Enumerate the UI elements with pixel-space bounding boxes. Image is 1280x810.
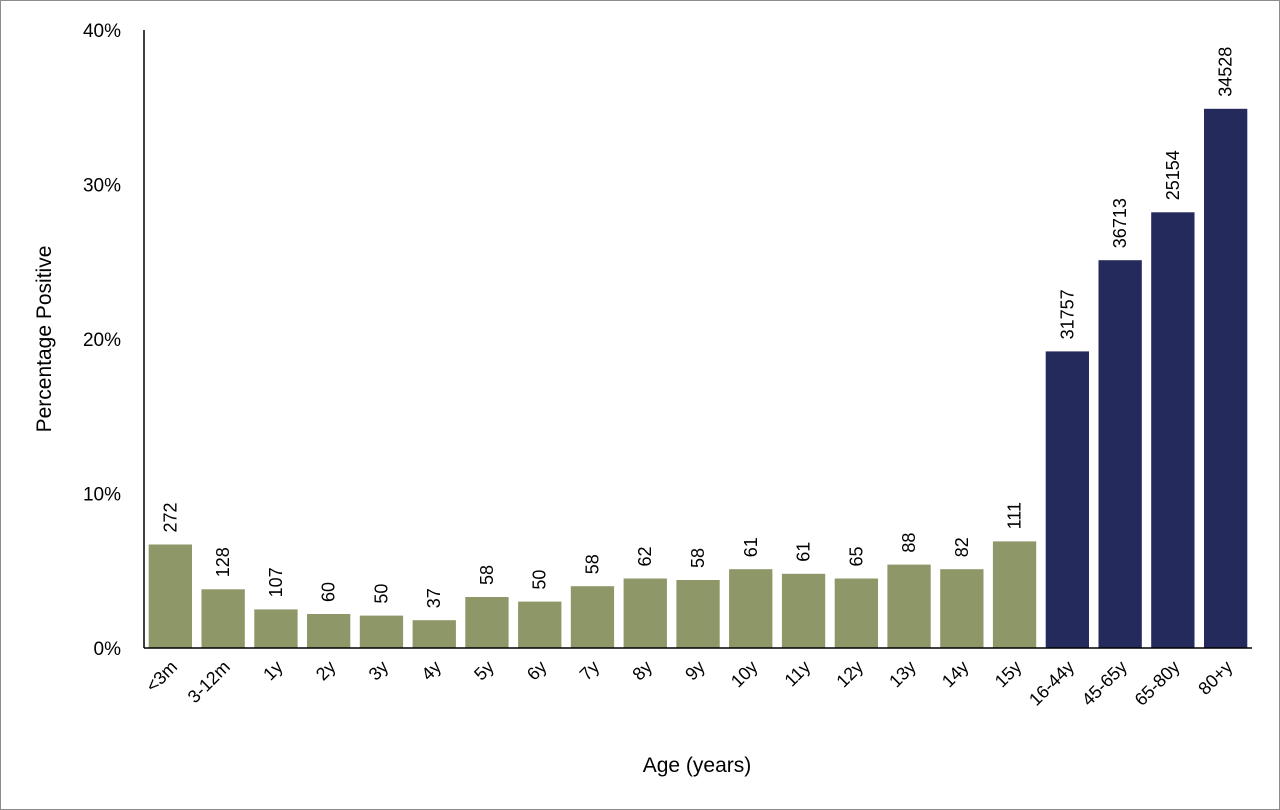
- data-label-10: 58: [688, 548, 708, 568]
- data-label-8: 58: [583, 554, 603, 574]
- x-tick-label-13: 12y: [832, 657, 867, 692]
- bar-17: [1045, 351, 1089, 648]
- bar-4: [359, 615, 404, 648]
- x-tick-label-12: 11y: [781, 657, 815, 691]
- y-tick-label-1: 10%: [83, 485, 121, 506]
- data-label-6: 58: [477, 565, 497, 585]
- bar-8: [570, 586, 615, 648]
- data-label-14: 88: [899, 533, 919, 553]
- x-tick-label-15: 14y: [938, 657, 973, 692]
- data-label-7: 50: [530, 570, 550, 590]
- y-tick-label-3: 30%: [83, 176, 121, 197]
- data-label-13: 65: [846, 546, 866, 566]
- bar-14: [887, 564, 931, 648]
- data-label-15: 82: [952, 537, 972, 557]
- data-label-0: 272: [160, 502, 180, 532]
- data-label-2: 107: [266, 567, 286, 597]
- bar-2: [254, 609, 298, 648]
- data-label-4: 50: [371, 584, 391, 604]
- y-tick-label-0: 0%: [94, 639, 122, 660]
- bar-5: [412, 620, 456, 648]
- x-tick-label-3: 2y: [312, 657, 340, 685]
- bar-6: [465, 597, 509, 648]
- x-axis-title: Age (years): [643, 754, 752, 777]
- bar-11: [729, 569, 773, 648]
- x-tick-label-16: 15y: [991, 657, 1026, 692]
- x-tick-label-11: 10y: [727, 657, 762, 692]
- bar-18: [1098, 260, 1142, 648]
- x-tick-label-1: 3-12m: [184, 657, 234, 707]
- x-tick-label-14: 13y: [885, 657, 920, 692]
- y-tick-label-2: 20%: [83, 330, 121, 351]
- x-tick-label-8: 7y: [576, 657, 604, 685]
- bar-13: [834, 578, 878, 648]
- data-label-19: 25154: [1163, 150, 1183, 200]
- data-label-16: 111: [1005, 502, 1025, 529]
- x-tick-label-2: 1y: [259, 657, 287, 685]
- bar-7: [518, 601, 562, 648]
- bar-9: [623, 578, 667, 648]
- y-axis-title: Percentage Positive: [33, 246, 56, 433]
- x-tick-labels: <3m 3-12m 1y 2y 3y 4y 5y 6y 7y 8y 9y 10y 11y 12y 13y 14…: [142, 657, 1236, 710]
- x-tick-label-20: 80+y: [1194, 657, 1236, 699]
- x-tick-label-10: 9y: [681, 657, 709, 685]
- data-label-11: 61: [741, 537, 761, 557]
- data-label-20: 34528: [1216, 47, 1236, 97]
- bar-3: [307, 614, 351, 648]
- data-label-17: 31757: [1057, 289, 1077, 339]
- x-tick-label-18: 45-65y: [1078, 657, 1131, 710]
- data-label-12: 61: [794, 542, 814, 562]
- x-tick-label-5: 4y: [417, 657, 445, 685]
- data-label-5: 37: [424, 588, 444, 608]
- bar-12: [781, 573, 826, 648]
- x-tick-label-4: 3y: [365, 657, 393, 685]
- x-tick-label-0: <3m: [142, 657, 181, 696]
- x-tick-label-19: 65-80y: [1131, 657, 1184, 710]
- data-label-18: 36713: [1110, 198, 1130, 248]
- bar-10: [676, 580, 720, 648]
- bar-0: [148, 544, 192, 648]
- data-label-9: 62: [635, 546, 655, 566]
- bars-group: [148, 108, 1248, 649]
- data-label-3: 60: [319, 582, 339, 602]
- bar-16: [992, 541, 1037, 648]
- bar-15: [940, 569, 984, 648]
- x-tick-label-17: 16-44y: [1025, 657, 1078, 710]
- bar-19: [1151, 212, 1195, 649]
- bar-20: [1204, 108, 1248, 649]
- y-tick-labels: 0% 10% 20% 30% 40%: [83, 21, 121, 660]
- data-label-1: 128: [213, 547, 233, 577]
- x-tick-label-7: 6y: [523, 657, 551, 685]
- data-labels-group: 272 128 107 60 50 37 58 50 58 62 58 61 61 65 88 82 111 31…: [160, 47, 1235, 608]
- x-tick-label-9: 8y: [628, 657, 656, 685]
- x-tick-label-6: 5y: [470, 657, 498, 685]
- y-tick-label-4: 40%: [83, 21, 121, 42]
- bar-1: [201, 589, 245, 648]
